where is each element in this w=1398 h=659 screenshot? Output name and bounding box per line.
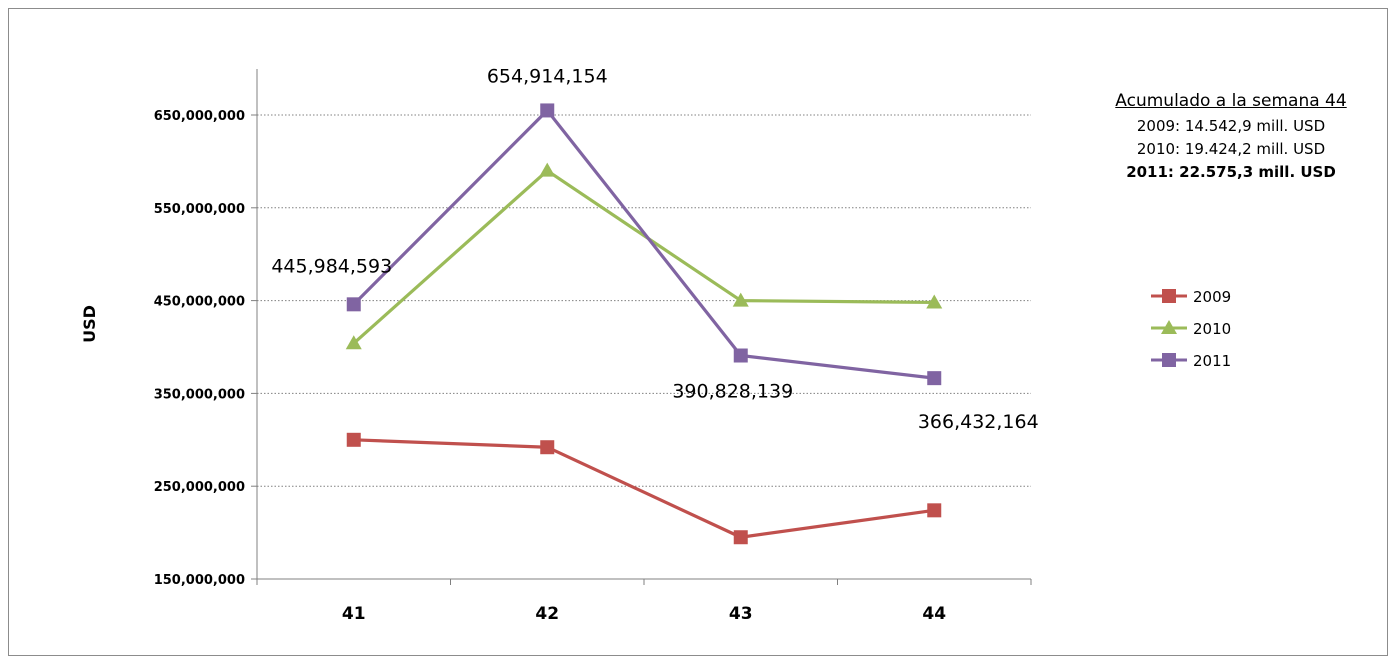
legend-marker-2009 — [1162, 289, 1176, 303]
summary-line-2010: 2010: 19.424,2 mill. USD — [1136, 140, 1326, 158]
data-label: 654,914,154 — [487, 65, 608, 87]
y-tick-label: 150,000,000 — [154, 573, 245, 588]
data-label: 445,984,593 — [271, 255, 392, 277]
series-line-2009 — [353, 438, 935, 539]
legend-marker-2010 — [1161, 320, 1177, 334]
y-axis-label: USD — [80, 305, 99, 343]
line-chart: 150,000,000 250,000,000 350,000,000 450,000… — [80, 65, 1231, 624]
data-point-2010 — [732, 292, 749, 307]
data-point-2011 — [927, 371, 942, 386]
data-point-2011 — [346, 297, 361, 312]
chart-frame: 150,000,000 250,000,000 350,000,000 450,000… — [8, 8, 1388, 656]
legend-label-2011: 2011 — [1193, 352, 1231, 370]
x-tick-label: 41 — [342, 604, 366, 624]
data-point-2010 — [539, 162, 556, 177]
series-line-2010 — [352, 169, 935, 345]
y-tick-label: 450,000,000 — [154, 295, 245, 310]
data-point-2009 — [346, 432, 361, 447]
data-point-2010 — [926, 294, 943, 309]
x-tick-label: 44 — [922, 604, 946, 624]
data-label: 390,828,139 — [672, 381, 793, 403]
data-point-2009 — [733, 530, 748, 545]
data-point-2009 — [927, 503, 942, 518]
data-point-2011 — [540, 103, 555, 118]
legend-label-2010: 2010 — [1193, 320, 1231, 338]
data-point-2010 — [345, 335, 362, 350]
data-point-2011 — [733, 348, 748, 363]
y-tick-label: 650,000,000 — [154, 109, 245, 124]
legend-label-2009: 2009 — [1193, 288, 1231, 306]
summary-line-2009: 2009: 14.542,9 mill. USD — [1136, 117, 1326, 135]
series-line-2011 — [352, 108, 935, 380]
data-label: 366,432,164 — [918, 411, 1039, 433]
y-tick-label: 350,000,000 — [154, 387, 245, 402]
legend-marker-2011 — [1162, 353, 1176, 367]
x-tick-label: 43 — [729, 604, 753, 624]
x-tick-label: 42 — [535, 604, 559, 624]
y-tick-label: 250,000,000 — [154, 480, 245, 495]
data-point-2009 — [540, 440, 555, 455]
cumulative-summary: Acumulado a la semana 44 2009: 14.542,9 … — [1071, 91, 1391, 184]
y-tick-label: 550,000,000 — [154, 202, 245, 217]
summary-line-2011: 2011: 22.575,3 mill. USD — [1126, 163, 1336, 181]
summary-title: Acumulado a la semana 44 — [1115, 91, 1347, 111]
